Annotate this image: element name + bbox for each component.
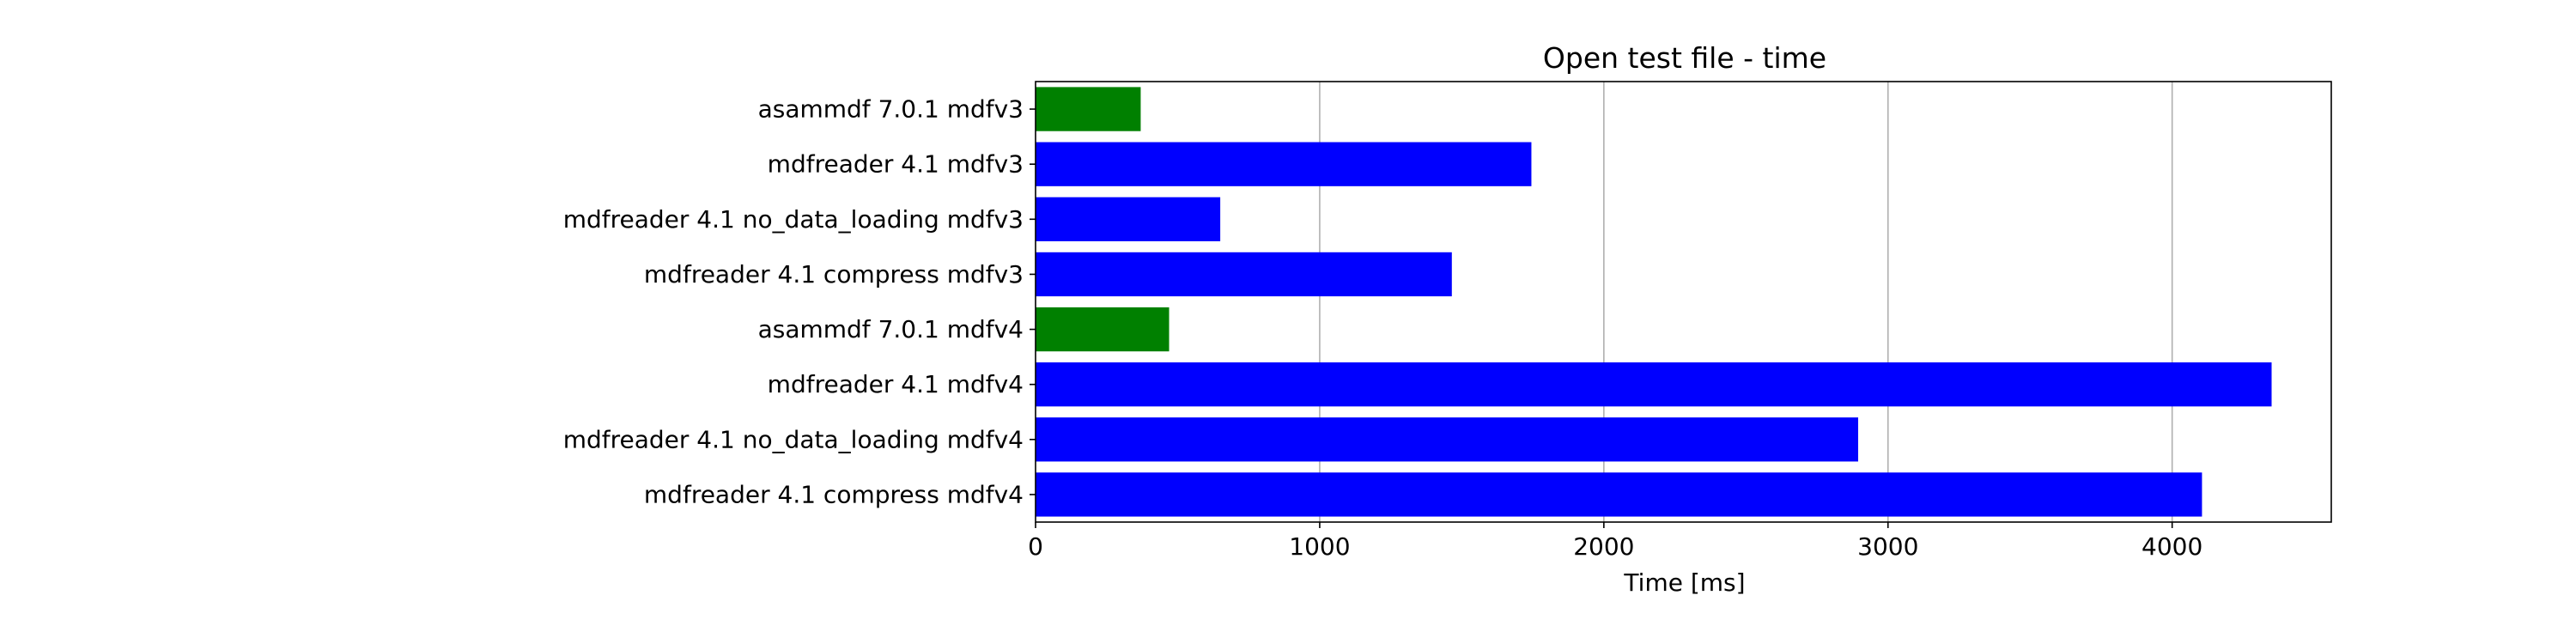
bar bbox=[1036, 362, 2272, 407]
x-tick-label: 3000 bbox=[1857, 532, 1918, 561]
x-tick-label: 1000 bbox=[1289, 532, 1350, 561]
y-tick-label: mdfreader 4.1 no_data_loading mdfv4 bbox=[563, 425, 1024, 453]
chart-title: Open test file - time bbox=[1543, 41, 1826, 75]
bar bbox=[1036, 307, 1170, 352]
axis-layer: asammdf 7.0.1 mdfv3 mdfreader 4.1 mdfv3 md… bbox=[563, 81, 2332, 561]
bar bbox=[1036, 252, 1452, 297]
bar bbox=[1036, 472, 2202, 517]
y-tick-label: mdfreader 4.1 mdfv4 bbox=[768, 370, 1024, 398]
x-tick-label: 2000 bbox=[1573, 532, 1634, 561]
x-tick-label: 0 bbox=[1028, 532, 1043, 561]
y-tick-label: mdfreader 4.1 compress mdfv4 bbox=[644, 480, 1024, 508]
bar-layer bbox=[1036, 87, 2272, 517]
x-axis-label: Time [ms] bbox=[1623, 568, 1745, 597]
y-tick-label: asammdf 7.0.1 mdfv4 bbox=[758, 315, 1024, 343]
x-tick-label: 4000 bbox=[2142, 532, 2202, 561]
bar bbox=[1036, 142, 1532, 186]
y-tick-label: mdfreader 4.1 mdfv3 bbox=[768, 150, 1024, 179]
y-tick-label: mdfreader 4.1 compress mdfv3 bbox=[644, 260, 1024, 289]
bar bbox=[1036, 197, 1221, 241]
y-tick-label: asammdf 7.0.1 mdfv3 bbox=[758, 95, 1024, 124]
bar bbox=[1036, 87, 1141, 131]
plot-frame bbox=[1035, 81, 2332, 523]
y-tick-label: mdfreader 4.1 no_data_loading mdfv3 bbox=[563, 205, 1024, 234]
bar bbox=[1036, 417, 1859, 462]
